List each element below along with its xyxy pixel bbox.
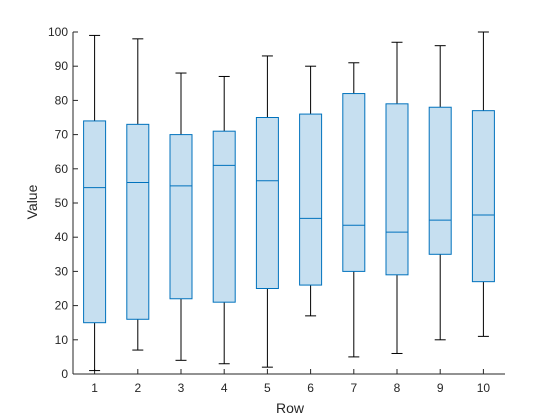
box-iqr (342, 93, 366, 272)
axes-layer: 0 10 20 30 40 50 60 70 80 90 100 1 2 3 4 5 6 7 8 9 10 (48, 25, 505, 395)
x-tick-label: 5 (264, 381, 271, 395)
y-tick-label: 70 (55, 128, 69, 142)
x-tick-label: 10 (477, 381, 491, 395)
box-iqr (428, 106, 452, 255)
y-tick-label: 90 (55, 59, 69, 73)
y-tick-label: 0 (61, 367, 68, 381)
x-tick-label: 1 (91, 381, 98, 395)
box-iqr (212, 130, 236, 303)
x-tick-label: 8 (394, 381, 401, 395)
y-tick-label: 60 (55, 162, 69, 176)
x-tick-label: 6 (307, 381, 314, 395)
box-iqr (299, 113, 323, 286)
box-iqr (471, 110, 495, 283)
y-tick-label: 80 (55, 93, 69, 107)
y-tick-label: 100 (48, 25, 68, 39)
box-iqr (255, 117, 279, 289)
x-tick-label: 2 (134, 381, 141, 395)
y-tick-label: 10 (55, 333, 69, 347)
box-iqr (126, 123, 150, 320)
x-axis-title: Row (276, 400, 305, 416)
box-iqr (83, 120, 107, 324)
x-tick-label: 7 (350, 381, 357, 395)
y-tick-label: 20 (55, 299, 69, 313)
box-iqr (385, 103, 409, 276)
box-iqr (169, 134, 193, 300)
x-tick-label: 3 (178, 381, 185, 395)
y-tick-label: 40 (55, 230, 69, 244)
y-tick-label: 30 (55, 264, 69, 278)
y-axis-title: Value (24, 184, 40, 219)
marks-layer (83, 31, 495, 372)
x-tick-label: 4 (221, 381, 228, 395)
y-tick-label: 50 (55, 196, 69, 210)
x-tick-label: 9 (437, 381, 444, 395)
